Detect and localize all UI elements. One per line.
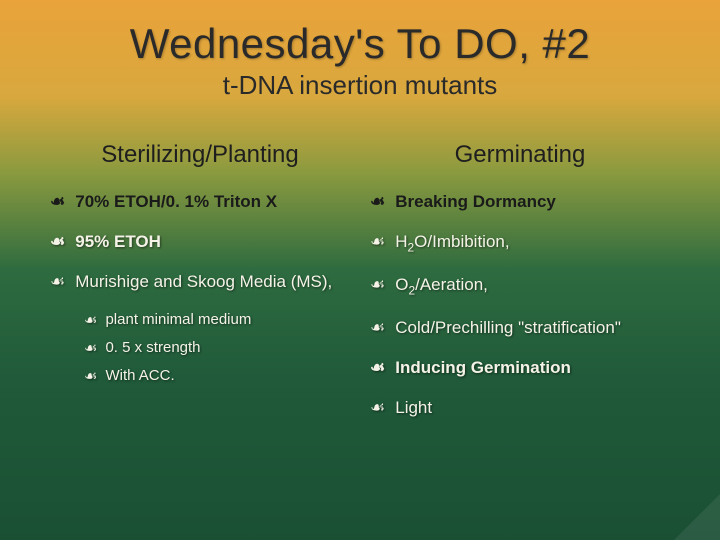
item-text: 70% ETOH/0. 1% Triton X: [75, 191, 277, 213]
list-item-group: ☙ Murishige and Skoog Media (MS), ☙ plan…: [50, 271, 350, 385]
bullet-icon: ☙: [370, 397, 385, 419]
list-item: ☙ Murishige and Skoog Media (MS),: [50, 271, 350, 293]
list-item: ☙ H2O/Imbibition,: [370, 231, 670, 256]
bullet-icon: ☙: [84, 311, 97, 329]
item-text: Inducing Germination: [395, 357, 571, 379]
right-column: Germinating ☙ Breaking Dormancy ☙ H2O/Im…: [370, 141, 670, 437]
sub-list-item: ☙ With ACC.: [84, 367, 350, 385]
list-item: ☙ 70% ETOH/0. 1% Triton X: [50, 191, 350, 213]
bullet-icon: ☙: [84, 367, 97, 385]
two-column-layout: Sterilizing/Planting ☙ 70% ETOH/0. 1% Tr…: [50, 141, 670, 437]
bullet-icon: ☙: [370, 231, 385, 253]
item-text: Murishige and Skoog Media (MS),: [75, 271, 332, 293]
sub-list-item: ☙ plant minimal medium: [84, 311, 350, 329]
list-item: ☙ Light: [370, 397, 670, 419]
page-subtitle: t-DNA insertion mutants: [50, 70, 670, 101]
right-column-header: Germinating: [370, 141, 670, 169]
sub-item-text: With ACC.: [105, 367, 174, 384]
bullet-icon: ☙: [370, 191, 385, 213]
bullet-icon: ☙: [50, 271, 65, 293]
item-text: 95% ETOH: [75, 231, 161, 253]
left-column: Sterilizing/Planting ☙ 70% ETOH/0. 1% Tr…: [50, 141, 350, 437]
item-text: O2/Aeration,: [395, 274, 488, 299]
corner-decoration: [674, 494, 720, 540]
sub-item-text: plant minimal medium: [105, 311, 251, 328]
item-text: Light: [395, 397, 432, 419]
bullet-icon: ☙: [50, 231, 65, 253]
left-column-header: Sterilizing/Planting: [50, 141, 350, 169]
page-title: Wednesday's To DO, #2: [50, 20, 670, 68]
list-item: ☙ 95% ETOH: [50, 231, 350, 253]
bullet-icon: ☙: [50, 191, 65, 213]
item-text: Cold/Prechilling "stratification": [395, 317, 621, 339]
bullet-icon: ☙: [84, 339, 97, 357]
list-item: ☙ O2/Aeration,: [370, 274, 670, 299]
bullet-icon: ☙: [370, 317, 385, 339]
slide: Wednesday's To DO, #2 t-DNA insertion mu…: [0, 0, 720, 540]
list-item: ☙ Inducing Germination: [370, 357, 670, 379]
item-text: H2O/Imbibition,: [395, 231, 509, 256]
list-item: ☙ Cold/Prechilling "stratification": [370, 317, 670, 339]
list-item: ☙ Breaking Dormancy: [370, 191, 670, 213]
bullet-icon: ☙: [370, 357, 385, 379]
bullet-icon: ☙: [370, 274, 385, 296]
item-text: Breaking Dormancy: [395, 191, 556, 213]
sub-list: ☙ plant minimal medium ☙ 0. 5 x strength…: [84, 311, 350, 385]
sub-item-text: 0. 5 x strength: [105, 339, 200, 356]
sub-list-item: ☙ 0. 5 x strength: [84, 339, 350, 357]
